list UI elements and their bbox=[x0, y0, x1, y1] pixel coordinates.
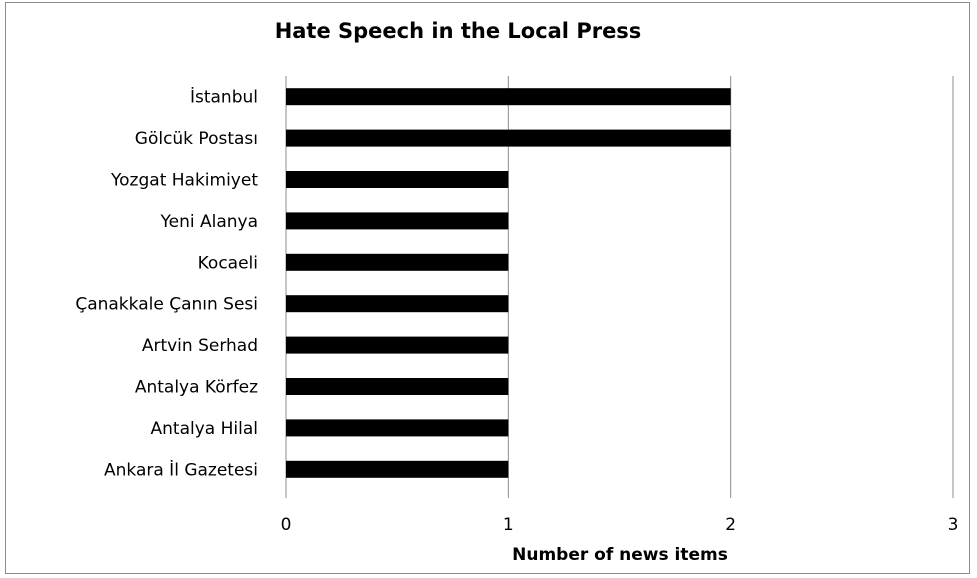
x-tick-label-2: 2 bbox=[725, 515, 736, 535]
chart-title: Hate Speech in the Local Press bbox=[275, 19, 642, 43]
bar-0 bbox=[286, 88, 731, 106]
category-label-8: Antalya Hilal bbox=[151, 419, 258, 439]
category-label-2: Yozgat Hakimiyet bbox=[110, 171, 258, 191]
category-label-0: İstanbul bbox=[190, 87, 258, 108]
bars bbox=[286, 88, 731, 478]
x-tick-labels: 0 1 2 3 bbox=[281, 515, 959, 535]
bar-9 bbox=[286, 460, 509, 478]
category-label-9: Ankara İl Gazetesi bbox=[104, 459, 258, 480]
bar-4 bbox=[286, 253, 509, 271]
category-label-1: Gölcük Postası bbox=[135, 129, 258, 149]
bar-5 bbox=[286, 295, 509, 313]
bar-2 bbox=[286, 171, 509, 188]
x-axis-label: Number of news items bbox=[512, 545, 728, 565]
bar-1 bbox=[286, 129, 731, 147]
x-tick-label-3: 3 bbox=[948, 515, 959, 535]
category-label-3: Yeni Alanya bbox=[159, 212, 258, 232]
category-labels: İstanbul Gölcük Postası Yozgat Hakimiyet Ye… bbox=[75, 87, 258, 481]
category-label-6: Artvin Serhad bbox=[142, 336, 258, 356]
bar-8 bbox=[286, 419, 509, 437]
category-label-7: Antalya Körfez bbox=[135, 378, 258, 398]
category-label-4: Kocaeli bbox=[198, 253, 258, 273]
x-tick-label-0: 0 bbox=[281, 515, 292, 535]
bar-3 bbox=[286, 212, 509, 230]
bar-6 bbox=[286, 336, 509, 354]
x-tick-label-1: 1 bbox=[503, 515, 514, 535]
category-label-5: Çanakkale Çanın Sesi bbox=[75, 295, 258, 315]
bar-7 bbox=[286, 378, 509, 395]
